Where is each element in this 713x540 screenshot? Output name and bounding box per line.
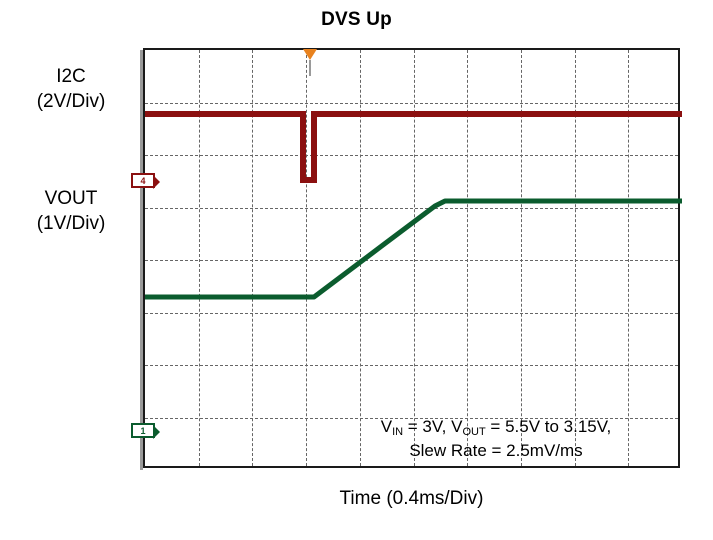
channel-marker-i2c[interactable]: 4 [131, 173, 160, 189]
annotation-vin-subscript: IN [392, 426, 404, 438]
channel-marker-i2c-label: 4 [140, 176, 146, 186]
annotation-line-1: VIN = 3V, VOUT = 5.5V to 3.15V, [380, 417, 612, 438]
y-axis-label-vout-name: VOUT [44, 188, 98, 209]
trigger-marker-stem [309, 60, 311, 76]
measurement-annotation: VIN = 3V, VOUT = 5.5V to 3.15V, Slew Rat… [321, 416, 671, 462]
annotation-vin-symbol: V [380, 417, 393, 436]
x-axis-label: Time (0.4ms/Div) [339, 488, 484, 509]
annotation-vout-value: = 5.5V to 3.15V, [485, 417, 612, 436]
oscilloscope-plot-area: 4 1 VIN = 3V, VOUT = 5.5V to 3.15V, Slew… [131, 48, 682, 470]
channel-marker-vout-tip [153, 425, 160, 439]
waveform-traces [145, 111, 682, 300]
annotation-line-2: Slew Rate = 2.5mV/ms [409, 441, 583, 460]
trigger-marker-icon[interactable] [303, 49, 317, 60]
waveform-i2c [145, 111, 682, 183]
y-axis-label-vout: VOUT (1V/Div) [6, 186, 136, 236]
scope-scale-bar [140, 50, 143, 470]
y-axis-label-i2c-name: I2C [56, 66, 86, 87]
annotation-vin-value: = 3V, V [403, 417, 463, 436]
y-axis-label-vout-scale: (1V/Div) [36, 213, 106, 234]
channel-marker-i2c-tip [153, 175, 160, 189]
y-axis-label-i2c: I2C (2V/Div) [6, 64, 136, 114]
annotation-vout-subscript: OUT [462, 426, 486, 438]
page-title: DVS Up [321, 9, 392, 30]
plot-inner: 4 1 VIN = 3V, VOUT = 5.5V to 3.15V, Slew… [131, 49, 682, 470]
channel-marker-vout[interactable]: 1 [131, 423, 160, 439]
waveform-vout [145, 198, 682, 300]
y-axis-label-i2c-scale: (2V/Div) [36, 91, 106, 112]
channel-marker-vout-label: 1 [140, 426, 146, 436]
